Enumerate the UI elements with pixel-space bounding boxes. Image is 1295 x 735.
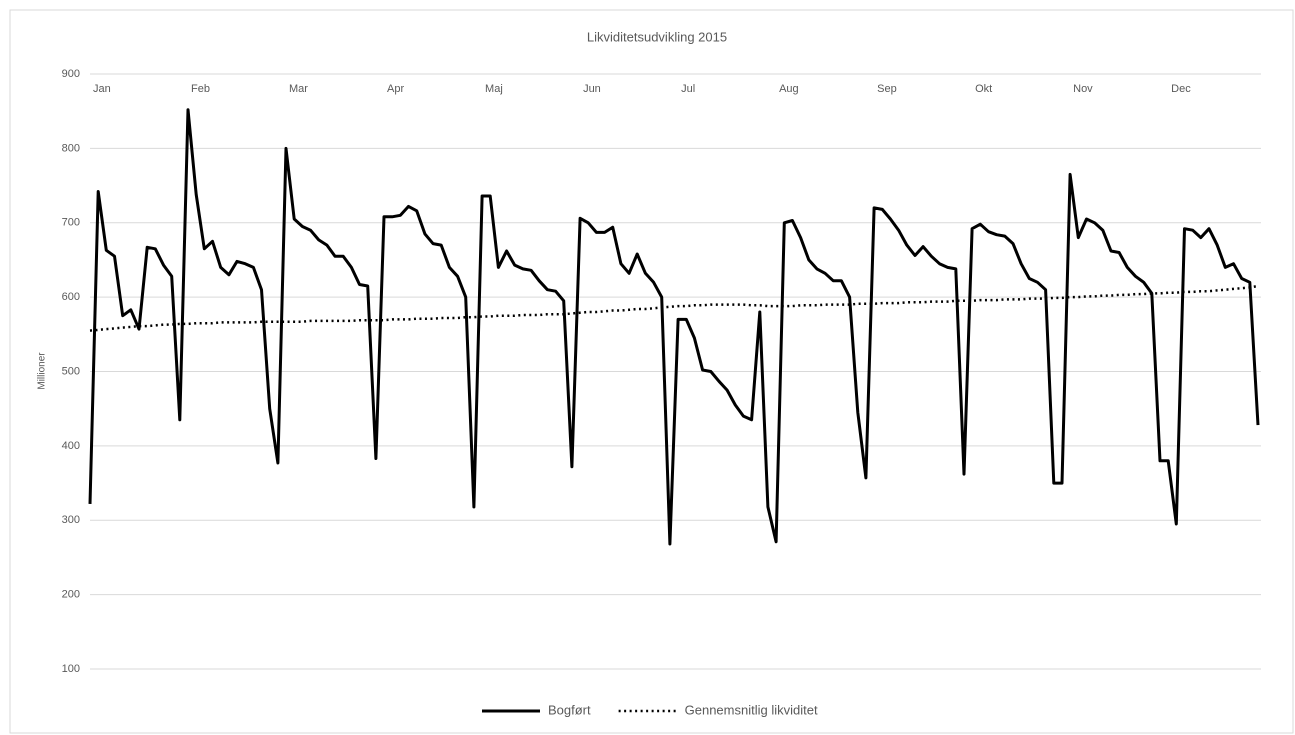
y-tick-label: 500 [62,365,80,377]
data-line [89,284,1259,332]
y-tick-label: 100 [62,663,80,675]
data-line [88,108,1260,546]
y-tick-label: 400 [62,440,80,452]
x-tick-label: Jan [93,83,111,95]
y-tick-label: 900 [62,68,80,80]
x-tick-label: Okt [975,83,992,95]
y-tick-label: 600 [62,291,80,303]
x-tick-label: Sep [877,83,897,95]
x-tick-label: Jun [583,83,601,95]
x-tick-label: Nov [1073,83,1093,95]
x-tick-label: Feb [191,83,210,95]
y-axis-label: Millioner [37,352,48,390]
x-tick-label: Mar [289,83,308,95]
x-tick-label: Dec [1171,83,1191,95]
x-tick-label: Apr [387,83,404,95]
x-tick-label: Jul [681,83,695,95]
y-tick-label: 200 [62,589,80,601]
y-tick-label: 700 [62,217,80,229]
chart-title: Likviditetsudvikling 2015 [587,29,727,44]
legend-label: Gennemsnitlig likviditet [685,702,818,717]
x-tick-label: Aug [779,83,799,95]
legend-label: Bogført [548,702,591,717]
y-tick-label: 300 [62,514,80,526]
x-tick-label: Maj [485,83,503,95]
y-tick-label: 800 [62,142,80,154]
